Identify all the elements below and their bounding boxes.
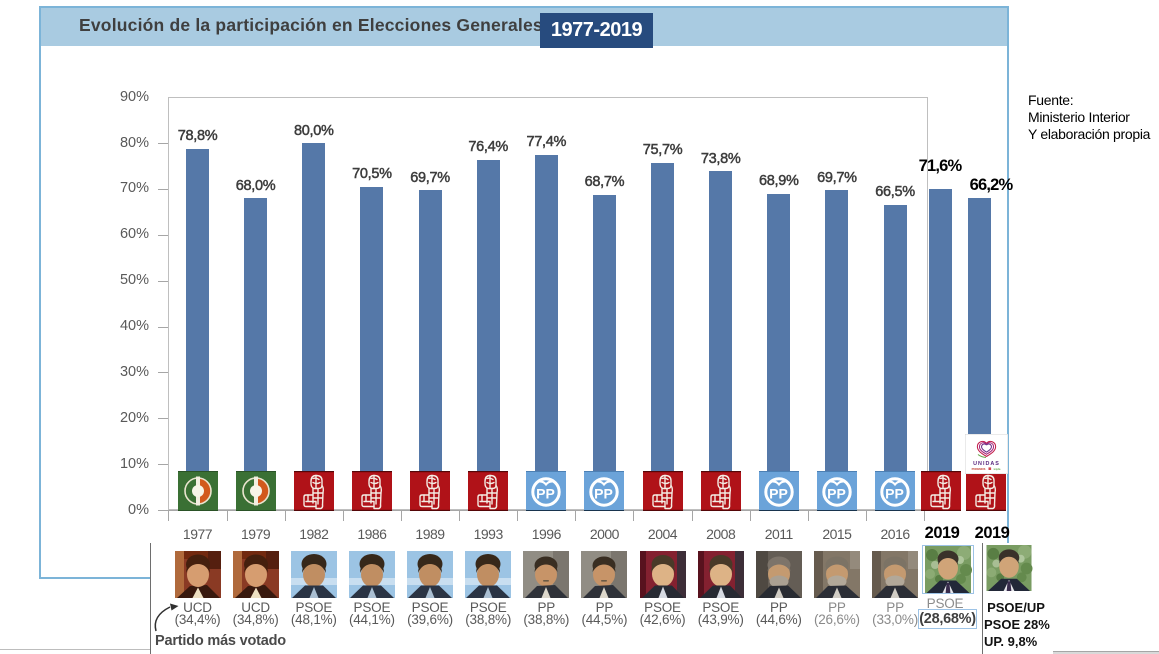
svg-text:PP: PP	[885, 485, 904, 501]
svg-text:UNIDAS: UNIDAS	[973, 461, 1000, 467]
svg-text:PP: PP	[595, 485, 614, 501]
svg-text:PODEMOS: PODEMOS	[972, 467, 986, 471]
svg-text:PP: PP	[536, 485, 555, 501]
svg-text:PP: PP	[769, 485, 788, 501]
svg-text:izqda: izqda	[994, 467, 1001, 471]
svg-text:PP: PP	[827, 485, 846, 501]
